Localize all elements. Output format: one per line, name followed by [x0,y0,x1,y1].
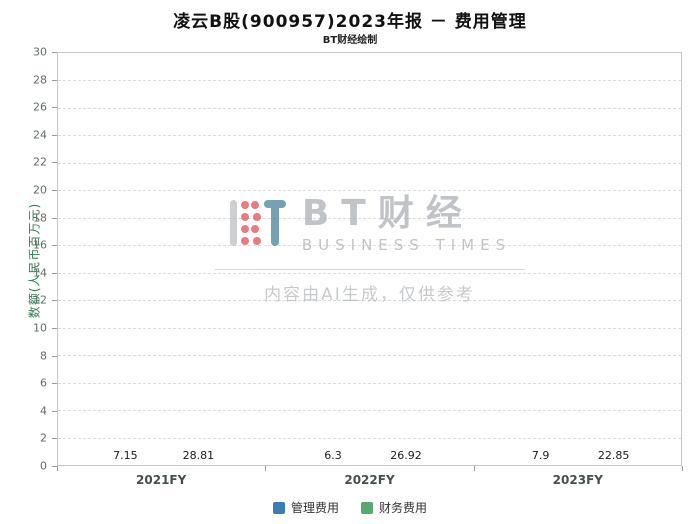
y-tick-mark [52,79,57,81]
bar-value-label: 22.85 [597,449,630,462]
legend-swatch [361,501,373,514]
bar-value-label: 28.81 [182,449,215,462]
y-tick-mark [52,327,57,329]
gridline [58,327,681,329]
y-axis-ticks: 0 2 4 6 8 10 12 14 16 18 20 22 24 26 28 30 [0,46,57,473]
y-tick-mark [52,300,57,302]
x-tick-label: 2021FY [136,473,187,487]
bar-value-label: 7.9 [531,449,550,462]
bar-groups: 7.15 28.81 6.3 26.92 7.9 22.85 [58,53,681,465]
gridline [58,80,681,82]
y-tick-label: 6 [40,376,47,390]
gridline [58,437,681,439]
y-tick-mark [52,245,57,247]
y-tick-mark [52,52,57,53]
y-tick-mark [52,438,57,440]
gridline [58,410,681,412]
x-tick-label: 2023FY [552,473,603,487]
legend-item-财务费用[interactable]: 财务费用 [361,499,427,516]
y-tick-label: 10 [33,321,47,335]
gridline [58,107,681,109]
y-tick-mark [52,272,57,274]
bar-value-label: 26.92 [390,449,422,462]
y-tick-label: 16 [33,238,47,252]
y-tick-mark [52,410,57,412]
y-tick-label: 30 [33,45,47,59]
y-tick-mark [52,162,57,164]
y-tick-label: 8 [40,349,47,363]
bar-group: 7.15 28.81 [58,53,266,465]
gridline [58,272,681,274]
chart-title: 凌云B股(900957)2023年报 － 费用管理 [173,12,527,32]
bar-value-label: 6.3 [324,449,342,462]
y-tick-label: 14 [33,266,47,280]
gridline [58,190,681,192]
x-tick-label: 2022FY [344,473,395,487]
y-tick-label: 22 [33,155,47,169]
x-tick-mark [473,466,475,471]
gridline [58,300,681,302]
legend-item-管理费用[interactable]: 管理费用 [272,499,339,516]
y-tick-mark [52,466,57,467]
x-axis-labels: 2021FY 2022FY 2023FY [57,473,682,487]
y-tick-mark [52,217,57,219]
legend-label: 财务费用 [379,501,428,515]
gridline [58,355,681,357]
y-tick-label: 24 [33,128,47,142]
x-tick-mark [57,466,58,471]
plot-area: 7.15 28.81 6.3 26.92 7.9 22.85 [57,52,682,466]
x-tick-mark [265,466,267,471]
y-tick-mark [52,189,57,191]
y-tick-label: 20 [33,183,47,197]
gridline [58,245,681,247]
y-tick-label: 0 [40,459,47,473]
y-tick-mark [52,383,57,385]
y-tick-label: 28 [33,73,47,87]
legend-swatch [272,501,285,514]
y-tick-mark [52,134,57,136]
y-tick-label: 12 [33,293,47,307]
gridline [58,162,681,164]
y-tick-label: 2 [40,431,47,445]
gridline [58,217,681,219]
y-tick-mark [52,355,57,357]
x-tick-mark [682,466,683,471]
bar-value-label: 7.15 [113,449,138,462]
legend: 管理费用 财务费用 [0,499,700,516]
y-tick-mark [52,107,57,109]
gridline [58,135,681,137]
bar-group: 6.3 26.92 [266,53,474,465]
bar-group: 7.9 22.85 [473,53,681,465]
legend-label: 管理费用 [290,501,339,515]
y-tick-label: 18 [33,211,47,225]
y-tick-label: 26 [33,100,47,114]
gridline [58,382,681,384]
y-tick-label: 4 [40,404,47,418]
chart-subtitle: BT财经绘制 [322,35,378,46]
